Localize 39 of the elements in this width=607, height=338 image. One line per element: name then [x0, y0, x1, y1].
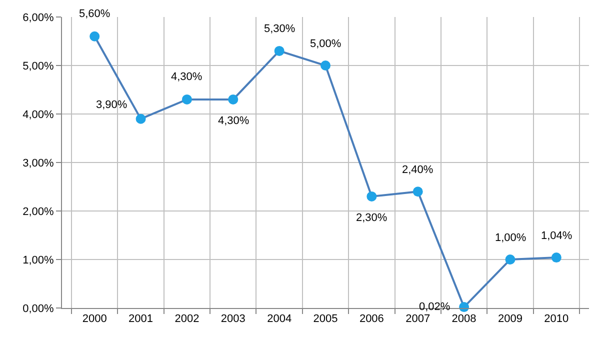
point [182, 94, 192, 104]
data-label: 5,60% [79, 8, 110, 20]
data-label: 3,90% [96, 99, 128, 111]
x-tick-label: 2003 [220, 313, 246, 326]
point [551, 252, 562, 263]
data-label: 2,30% [356, 212, 388, 224]
data-label: 1,04% [541, 230, 572, 242]
x-tick-label: 2008 [452, 313, 476, 326]
y-tick-label: 3,00% [22, 157, 54, 170]
point [136, 114, 146, 124]
point [274, 46, 284, 56]
point [320, 60, 330, 70]
x-tick-label: 2004 [267, 313, 292, 326]
y-tick-label: 1,00% [22, 254, 54, 266]
data-label: 5,30% [264, 23, 296, 35]
x-tick-label: 2010 [544, 313, 569, 326]
data-label: 4,30% [218, 115, 250, 127]
x-tick-label: 2007 [406, 313, 430, 326]
data-label: 2,40% [402, 164, 434, 176]
y-tick-label: 2,00% [22, 206, 54, 218]
x-tick-label: 2006 [359, 313, 384, 326]
data-label: 5,00% [310, 38, 342, 50]
y-tick-label: 5,00% [22, 60, 54, 72]
point [505, 254, 516, 264]
data-label: 0,02% [419, 301, 450, 313]
point [412, 186, 423, 197]
y-tick-label: 0,00% [22, 302, 54, 315]
point [228, 94, 238, 104]
x-tick-label: 2005 [313, 313, 338, 326]
point [90, 31, 100, 42]
x-tick-label: 2002 [174, 313, 200, 326]
x-tick-label: 2001 [128, 313, 154, 326]
x-tick-label: 2000 [82, 313, 107, 326]
y-tick-label: 4,00% [22, 108, 54, 121]
y-tick-label: 6,00% [22, 12, 54, 24]
data-label: 4,30% [171, 71, 202, 83]
data-label: 1,00% [495, 232, 526, 244]
x-tick-label: 2009 [498, 313, 522, 326]
point [366, 191, 377, 202]
